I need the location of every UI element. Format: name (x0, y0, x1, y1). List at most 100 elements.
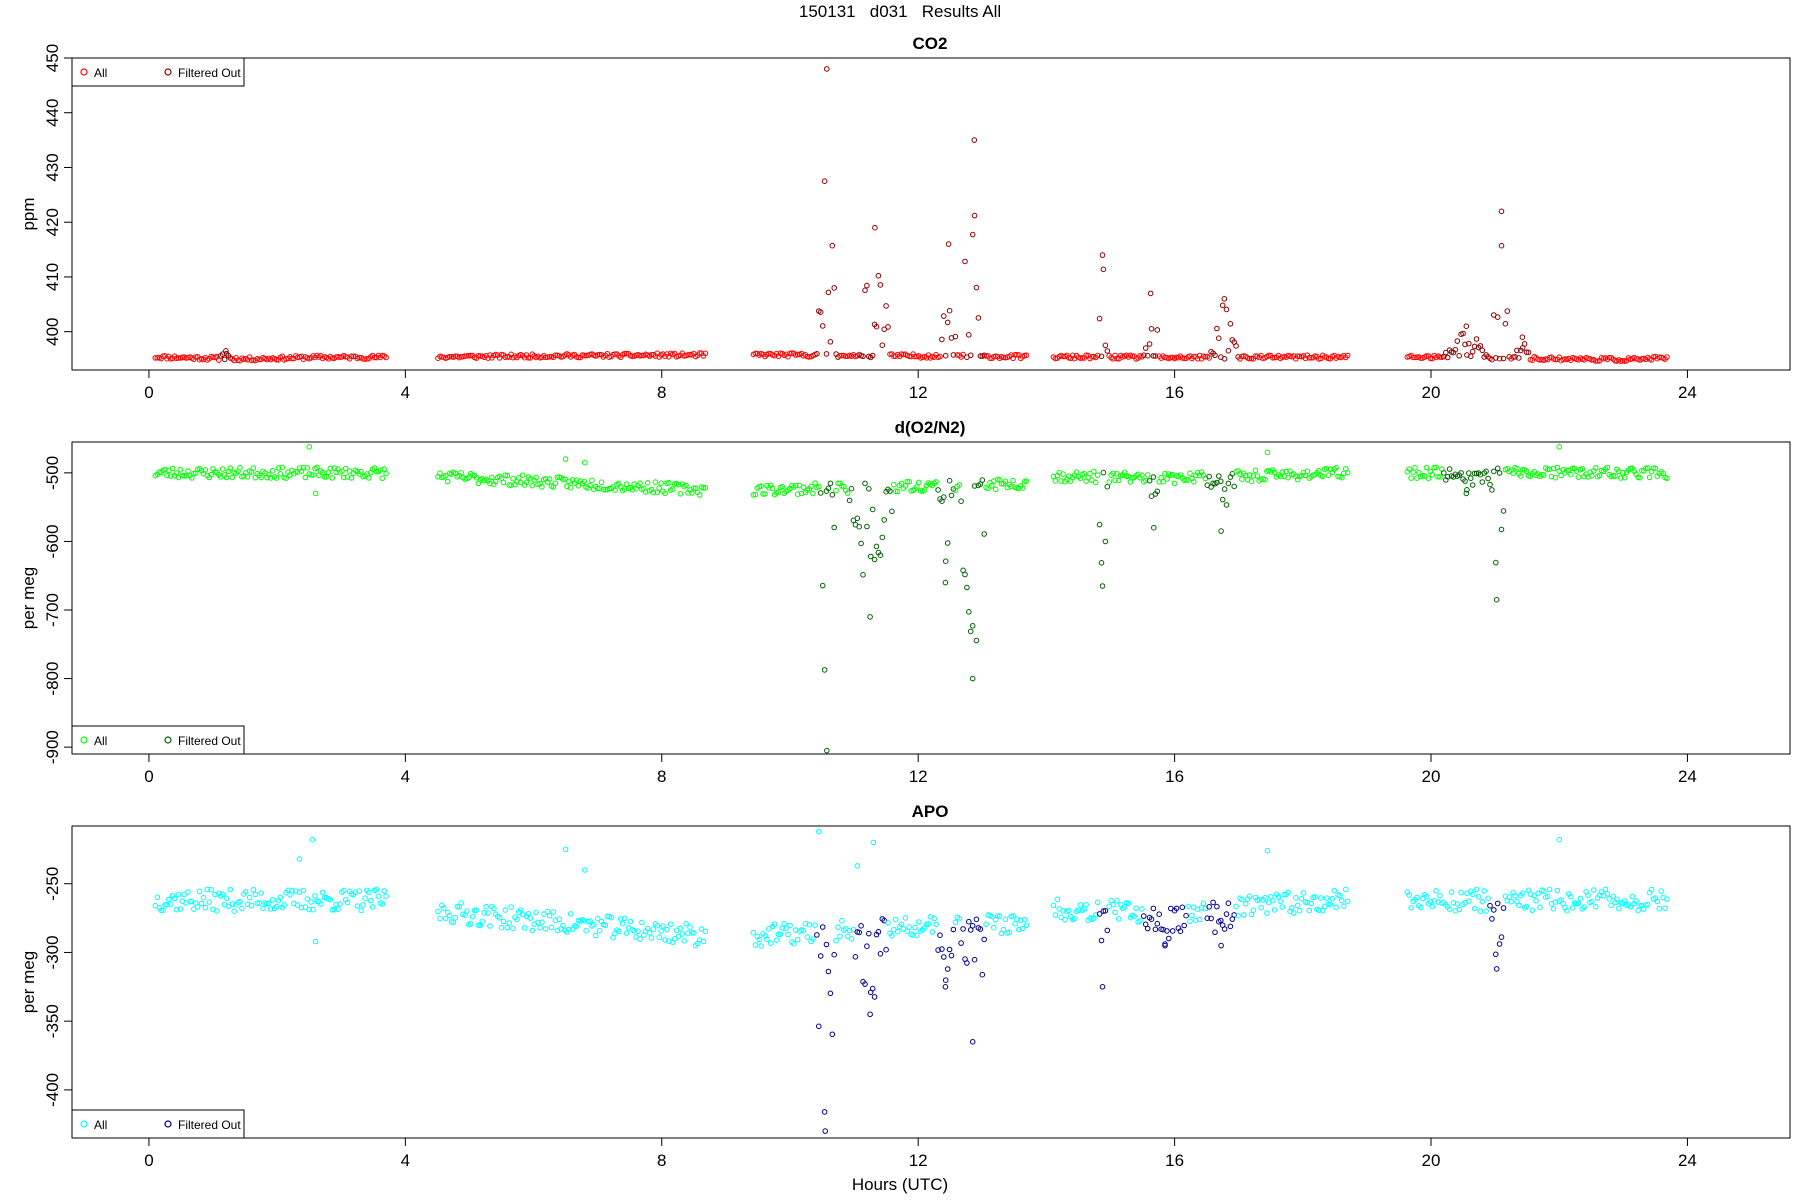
point-all-apo (1554, 887, 1561, 894)
point-all-o2n2 (329, 475, 336, 481)
point-all-o2n2 (1569, 465, 1576, 472)
point-all-apo (1323, 895, 1330, 901)
point-all-apo (541, 911, 547, 917)
point-filtered-o2n2 (981, 531, 988, 537)
point-all-apo (1343, 886, 1349, 893)
point-all-o2n2 (1008, 483, 1014, 490)
point-all-o2n2 (1262, 476, 1268, 483)
point-filtered-co2 (1152, 353, 1159, 359)
point-all-apo (450, 919, 457, 926)
point-filtered-co2 (1225, 347, 1232, 354)
point-all-apo (787, 922, 793, 929)
point-filtered-apo (1206, 904, 1212, 910)
point-all-apo (650, 926, 657, 932)
point-all-apo (1133, 905, 1139, 912)
point-all-apo (331, 906, 338, 913)
point-all-co2 (696, 350, 703, 356)
point-all-apo (1058, 914, 1064, 921)
point-filtered-co2 (1523, 349, 1530, 356)
point-filtered-co2 (1525, 349, 1532, 356)
point-filtered-o2n2 (1102, 538, 1109, 545)
point-all-co2 (1206, 355, 1212, 361)
point-all-o2n2 (1237, 471, 1243, 477)
point-all-apo (296, 856, 303, 862)
point-filtered-apo (964, 960, 970, 966)
point-filtered-o2n2 (871, 556, 878, 563)
point-all-o2n2 (1316, 467, 1322, 474)
point-all-o2n2 (229, 474, 236, 481)
point-filtered-apo (1150, 905, 1157, 912)
x-tick-label-apo: 4 (401, 1151, 410, 1170)
point-filtered-o2n2 (1469, 482, 1476, 488)
point-all-apo (1512, 893, 1518, 899)
point-all-apo (1544, 893, 1551, 900)
point-all-apo (1577, 895, 1584, 902)
point-all-apo (767, 940, 774, 946)
y-axis-label-apo: per meg (19, 951, 38, 1013)
point-filtered-apo (858, 923, 864, 929)
point-all-apo (1196, 916, 1203, 923)
point-all-apo (835, 924, 841, 931)
point-all-o2n2 (1552, 474, 1559, 481)
point-all-apo (242, 889, 249, 895)
point-all-apo (1321, 903, 1328, 910)
point-all-apo (1235, 912, 1241, 919)
point-all-o2n2 (1271, 469, 1278, 476)
point-all-o2n2 (1112, 477, 1118, 484)
point-all-o2n2 (998, 481, 1005, 487)
point-filtered-co2 (1212, 352, 1218, 359)
point-all-co2 (464, 353, 470, 359)
point-all-apo (621, 915, 628, 922)
point-all-o2n2 (575, 483, 582, 489)
point-all-o2n2 (808, 483, 814, 490)
point-all-apo (239, 905, 245, 912)
point-all-apo (581, 918, 588, 924)
point-all-apo (510, 925, 516, 932)
point-filtered-o2n2 (858, 540, 864, 547)
point-all-apo (491, 905, 497, 912)
legend-label-filtered-o2n2: Filtered Out (178, 734, 241, 748)
point-filtered-o2n2 (958, 498, 964, 505)
point-filtered-o2n2 (1096, 521, 1103, 528)
point-all-o2n2 (1339, 474, 1345, 481)
point-all-apo (1469, 891, 1476, 898)
point-all-co2 (1412, 354, 1418, 361)
point-filtered-o2n2 (829, 492, 836, 498)
point-all-apo (1437, 892, 1443, 899)
point-all-apo (219, 891, 226, 898)
y-tick-label-o2n2: -900 (43, 730, 62, 764)
point-all-o2n2 (621, 486, 628, 492)
point-all-o2n2 (992, 486, 999, 493)
point-all-o2n2 (600, 486, 607, 493)
point-all-o2n2 (894, 488, 901, 495)
point-all-apo (362, 895, 368, 902)
point-all-o2n2 (1646, 474, 1653, 481)
point-filtered-apo (1498, 934, 1505, 940)
y-tick-label-co2: 430 (43, 153, 62, 181)
point-all-apo (1081, 906, 1087, 913)
point-all-apo (567, 911, 574, 917)
point-filtered-co2 (1493, 355, 1499, 361)
point-all-o2n2 (169, 465, 176, 472)
point-all-apo (1448, 889, 1455, 896)
point-filtered-apo (971, 956, 978, 963)
point-all-apo (467, 921, 474, 927)
point-all-apo (1556, 836, 1562, 843)
point-all-o2n2 (769, 485, 776, 492)
point-all-o2n2 (1425, 475, 1432, 482)
point-all-o2n2 (779, 483, 786, 490)
point-all-apo (777, 931, 784, 938)
point-all-apo (1239, 896, 1245, 903)
point-filtered-co2 (1514, 347, 1520, 354)
point-filtered-co2 (862, 287, 868, 294)
point-all-apo (839, 917, 845, 924)
plot-frame-o2n2 (71, 441, 1791, 755)
point-filtered-co2 (1100, 266, 1107, 273)
point-all-apo (617, 916, 624, 922)
point-all-o2n2 (1612, 473, 1618, 479)
point-filtered-co2 (1219, 302, 1226, 309)
point-all-apo (594, 915, 601, 922)
point-all-o2n2 (1412, 464, 1418, 471)
x-tick-label-co2: 20 (1422, 383, 1441, 402)
point-all-apo (306, 906, 313, 913)
